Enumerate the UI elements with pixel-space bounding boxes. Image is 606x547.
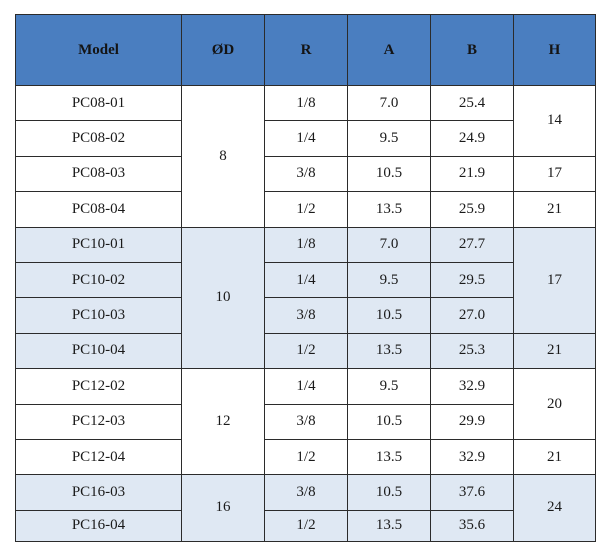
r-cell: 1/4: [264, 261, 348, 299]
r-cell: 1/4: [264, 120, 348, 157]
b-cell: 29.5: [430, 261, 514, 299]
model-cell: PC12-03: [15, 403, 182, 440]
table-row: PC10-02 1/4 9.5 29.5: [15, 261, 596, 299]
b-cell: 29.9: [430, 403, 514, 440]
r-cell: 1/2: [264, 438, 348, 476]
table-row: PC08-04 1/2 13.5 25.9 21: [15, 191, 596, 228]
h-cell: 20: [513, 368, 596, 440]
b-cell: 27.0: [430, 297, 514, 334]
h-cell: 17: [513, 155, 596, 193]
header-model: Model: [15, 14, 182, 86]
header-a: A: [347, 14, 431, 86]
header-r: R: [264, 14, 348, 86]
r-cell: 1/8: [264, 226, 348, 263]
r-cell: 3/8: [264, 474, 348, 511]
b-cell: 21.9: [430, 155, 514, 193]
table-row: PC08-02 1/4 9.5 24.9: [15, 120, 596, 157]
a-cell: 13.5: [347, 191, 431, 228]
model-cell: PC12-04: [15, 438, 182, 476]
header-od: ØD: [181, 14, 265, 86]
model-cell: PC08-02: [15, 120, 182, 157]
model-cell: PC08-04: [15, 191, 182, 228]
table-row: PC16-03 16 3/8 10.5 37.6 24: [15, 474, 596, 542]
a-cell: 10.5: [347, 155, 431, 193]
r-cell: 3/8: [264, 403, 348, 440]
group-pc12: PC12-02 12 1/4 9.5 32.9 20 PC12-03 3/8 1…: [15, 368, 596, 476]
a-cell: 10.5: [347, 403, 431, 440]
b-cell: 25.4: [430, 84, 514, 122]
od-cell: 12: [181, 368, 265, 476]
model-cell: PC10-04: [15, 332, 182, 370]
table-row: PC10-04 1/2 13.5 25.3 21: [15, 332, 596, 370]
model-cell: PC10-01: [15, 226, 182, 263]
table-row: PC10-01 10 1/8 7.0 27.7 17: [15, 226, 596, 370]
table-row: PC12-02 12 1/4 9.5 32.9 20: [15, 368, 596, 476]
model-cell: PC08-03: [15, 155, 182, 193]
model-cell: PC12-02: [15, 368, 182, 405]
b-cell: 35.6: [430, 509, 514, 542]
r-cell: 1/2: [264, 191, 348, 228]
r-cell: 1/8: [264, 84, 348, 122]
a-cell: 13.5: [347, 438, 431, 476]
h-cell: 21: [513, 438, 596, 476]
r-cell: 1/2: [264, 509, 348, 542]
a-cell: 10.5: [347, 297, 431, 334]
r-cell: 1/4: [264, 368, 348, 405]
table-row: PC12-04 1/2 13.5 32.9 21: [15, 438, 596, 476]
model-cell: PC10-03: [15, 297, 182, 334]
h-cell: 21: [513, 191, 596, 228]
b-cell: 27.7: [430, 226, 514, 263]
a-cell: 10.5: [347, 474, 431, 511]
table-row: PC08-01 8 1/8 7.0 25.4 14: [15, 84, 596, 228]
od-cell: 10: [181, 226, 265, 370]
h-cell: 17: [513, 226, 596, 334]
model-cell: PC10-02: [15, 261, 182, 299]
table-row: PC10-03 3/8 10.5 27.0: [15, 297, 596, 334]
header-b: B: [430, 14, 514, 86]
a-cell: 9.5: [347, 261, 431, 299]
h-cell: 14: [513, 85, 596, 157]
od-cell: 16: [181, 474, 265, 542]
table-row: PC08-03 3/8 10.5 21.9 17: [15, 155, 596, 193]
h-cell: 24: [513, 474, 596, 542]
r-cell: 1/2: [264, 332, 348, 370]
model-cell: PC08-01: [15, 84, 182, 122]
a-cell: 7.0: [347, 84, 431, 122]
b-cell: 25.9: [430, 191, 514, 228]
spec-table: Model ØD R A B H PC08-01 8 1/8 7.0 25.4 …: [15, 14, 596, 542]
group-pc16: PC16-03 16 3/8 10.5 37.6 24 PC16-04 1/2 …: [15, 474, 596, 542]
b-cell: 32.9: [430, 368, 514, 405]
group-pc08: PC08-01 8 1/8 7.0 25.4 14 PC08-02 1/4 9.…: [15, 84, 596, 228]
header-row: Model ØD R A B H: [15, 14, 596, 86]
header-h: H: [513, 14, 596, 86]
table-row: PC16-04 1/2 13.5 35.6: [15, 509, 596, 542]
b-cell: 24.9: [430, 120, 514, 157]
od-cell: 8: [181, 85, 265, 228]
h-cell: 21: [513, 332, 596, 370]
a-cell: 13.5: [347, 509, 431, 542]
a-cell: 13.5: [347, 332, 431, 370]
r-cell: 3/8: [264, 297, 348, 334]
group-pc10: PC10-01 10 1/8 7.0 27.7 17 PC10-02 1/4 9…: [15, 226, 596, 370]
table-row: PC12-03 3/8 10.5 29.9: [15, 403, 596, 440]
b-cell: 37.6: [430, 474, 514, 511]
a-cell: 9.5: [347, 120, 431, 157]
r-cell: 3/8: [264, 155, 348, 193]
model-cell: PC16-03: [15, 474, 182, 511]
a-cell: 7.0: [347, 226, 431, 263]
b-cell: 25.3: [430, 332, 514, 370]
b-cell: 32.9: [430, 438, 514, 476]
model-cell: PC16-04: [15, 509, 182, 542]
a-cell: 9.5: [347, 368, 431, 405]
